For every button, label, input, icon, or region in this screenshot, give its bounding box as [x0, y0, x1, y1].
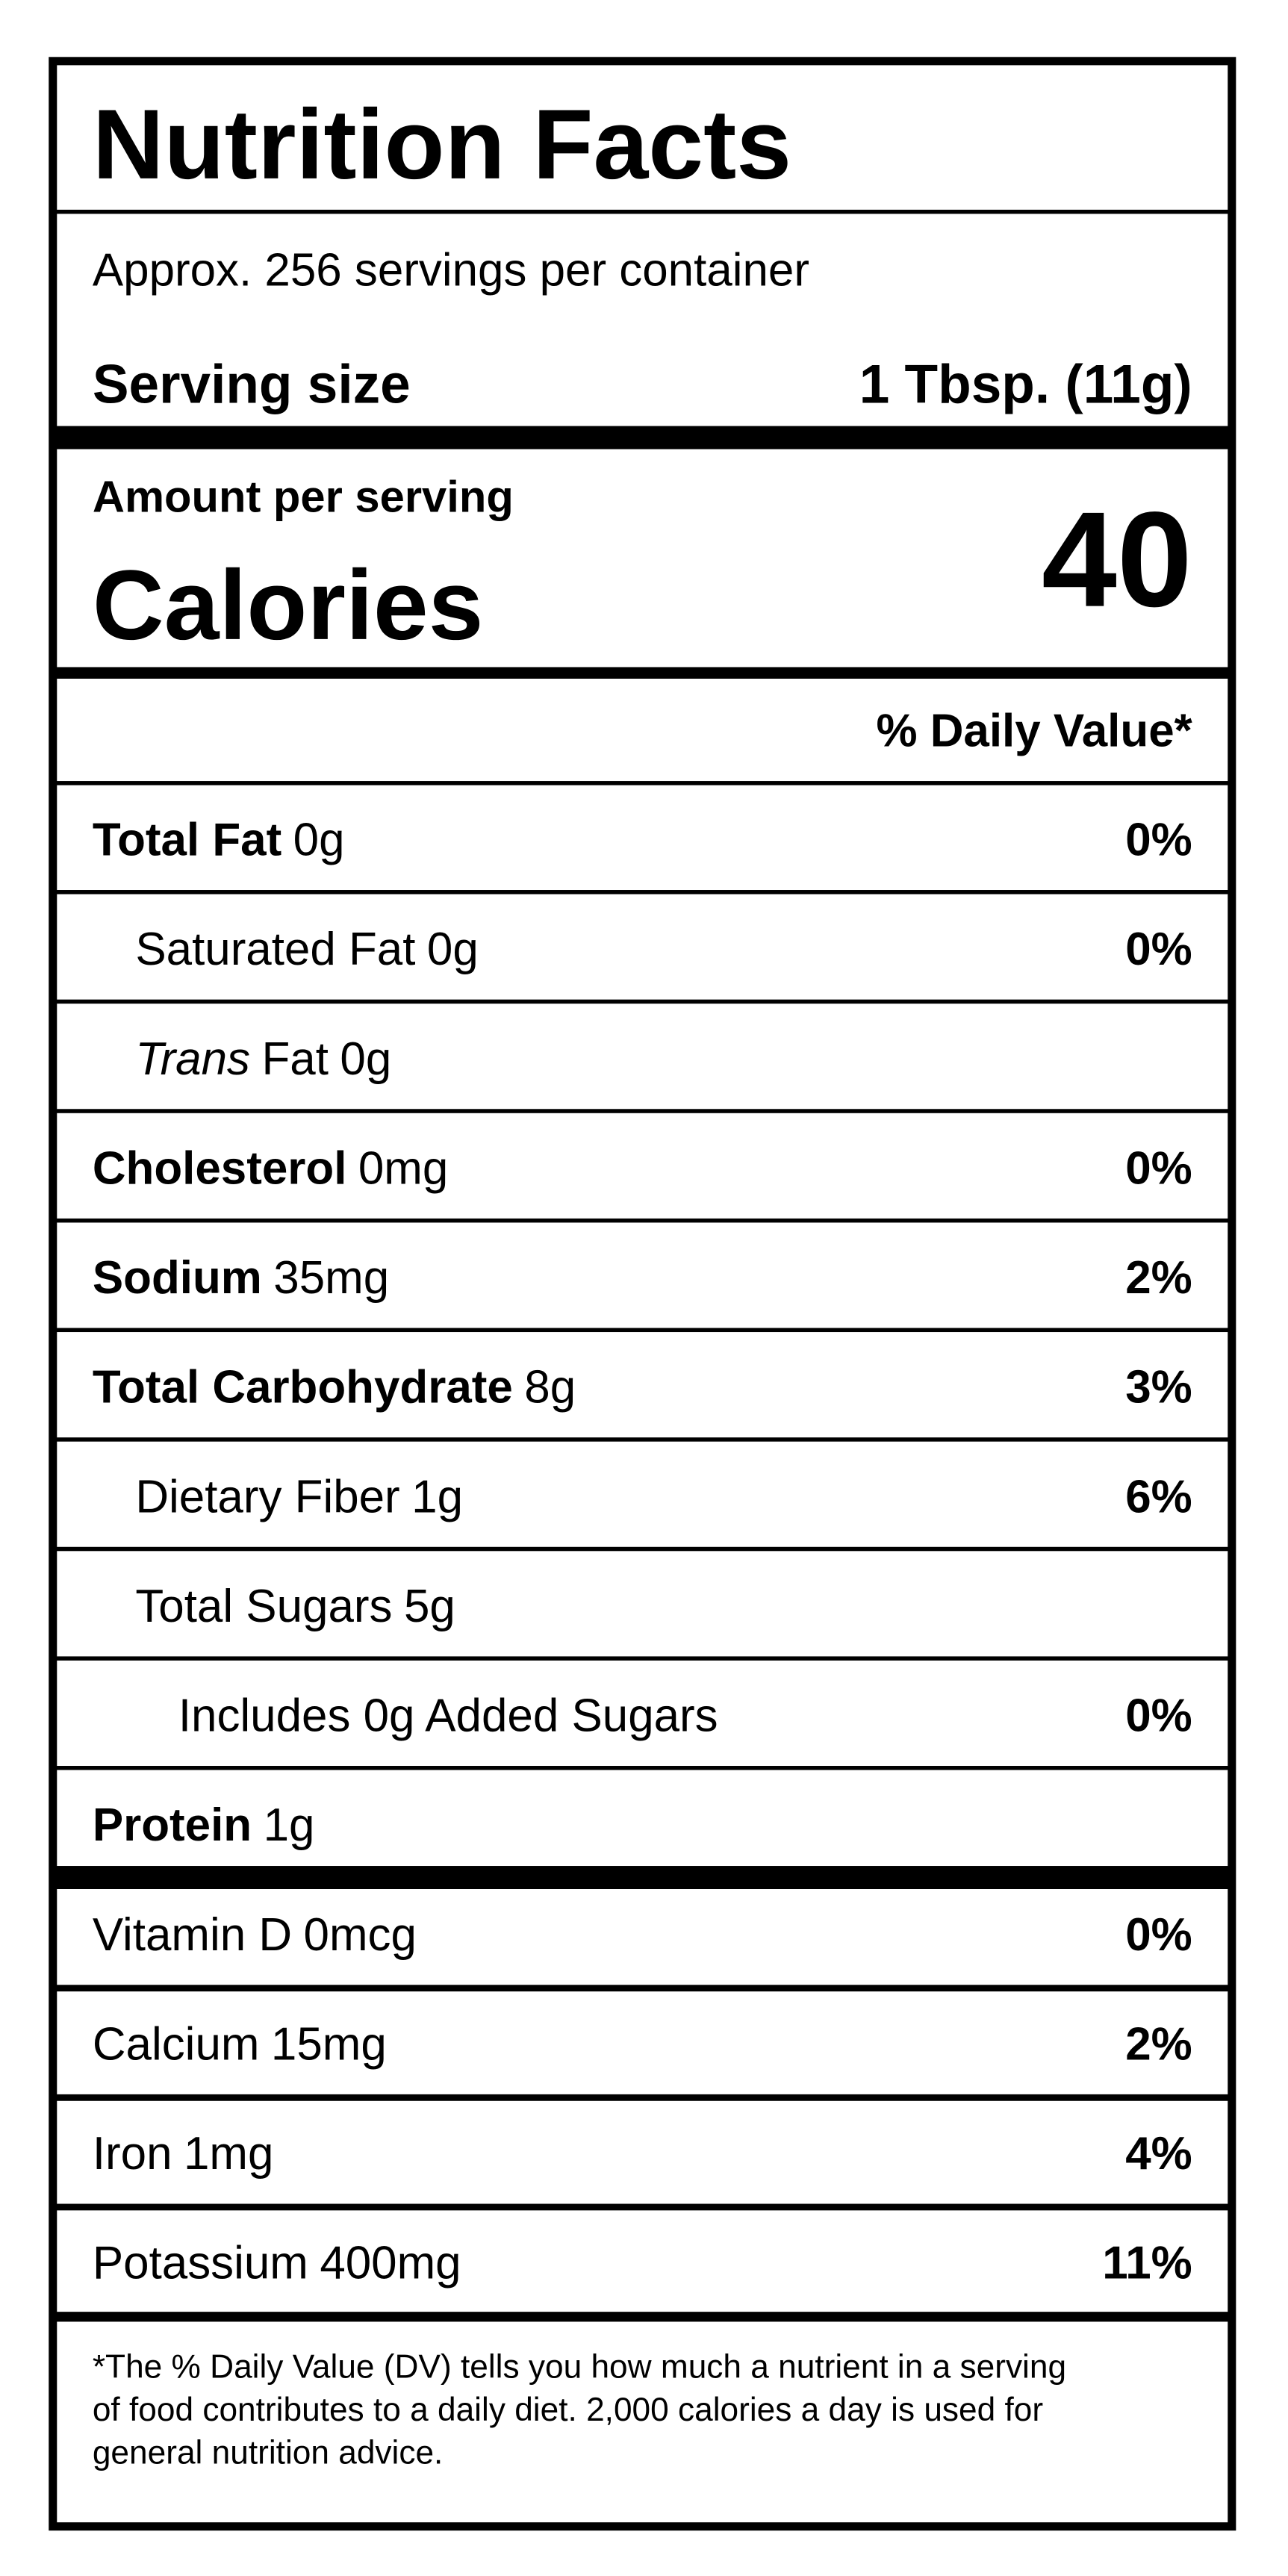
serving-size-value: 1 Tbsp. (11g)	[859, 355, 1192, 415]
vitamin-label: Vitamin D	[93, 1909, 292, 1961]
footnote-line: general nutrition advice.	[93, 2435, 444, 2471]
daily-value: 6%	[1125, 1471, 1192, 1522]
daily-value: 0%	[1125, 924, 1192, 975]
nutrient-amount: 0g	[293, 815, 345, 866]
divider	[52, 209, 1232, 214]
divider	[52, 2094, 1232, 2101]
nutrient-label: Includes 0g Added Sugars	[178, 1690, 718, 1742]
daily-value: 3%	[1125, 1362, 1192, 1413]
nutrient-label: Dietary Fiber	[135, 1471, 399, 1522]
vitamin-amount: 15mg	[271, 2018, 387, 2070]
nutrient-amount: 0g	[427, 924, 479, 975]
nutrient-name: Trans Fat 0g	[135, 1033, 391, 1085]
nutrient-name: Dietary Fiber 1g	[135, 1471, 463, 1522]
divider	[52, 1766, 1232, 1770]
nutrient-label: Cholesterol	[93, 1142, 347, 1194]
vitamin-amount: 1mg	[184, 2128, 273, 2180]
nutrient-label: Total Fat	[93, 815, 281, 866]
daily-value: 0%	[1125, 1142, 1192, 1194]
nutrient-prefix: Trans	[135, 1033, 250, 1085]
nutrient-name: Total Fat 0g	[93, 815, 345, 866]
dv-header: % Daily Value*	[876, 706, 1192, 757]
vitamin-rows: Vitamin D 0mcg 0% Calcium 15mg 2% Iron 1mg 4% Pot…	[52, 1909, 1232, 2289]
vitamin-name: Iron 1mg	[93, 2128, 274, 2180]
medium-divider	[52, 667, 1232, 679]
divider	[52, 1328, 1232, 1333]
divider	[52, 1546, 1232, 1552]
calories-label: Calories	[93, 550, 484, 661]
divider	[52, 1985, 1232, 1992]
footnote-line: of food contributes to a daily diet. 2,0…	[93, 2392, 1043, 2428]
nutrient-name: Total Carbohydrate 8g	[93, 1362, 576, 1413]
daily-value: 0%	[1125, 1909, 1192, 1961]
nutrient-name: Saturated Fat 0g	[135, 924, 478, 975]
nutrient-name: Cholesterol 0mg	[93, 1142, 448, 1194]
vitamin-name: Potassium 400mg	[93, 2238, 461, 2289]
vitamin-label: Iron	[93, 2128, 172, 2180]
nutrient-amount: 35mg	[273, 1252, 389, 1304]
nutrient-rows: Total Fat 0g 0%Saturated Fat 0g 0%Trans Fat 0g…	[52, 815, 1232, 1851]
serving-size-label: Serving size	[93, 355, 411, 415]
footnote-line: *The % Daily Value (DV) tells you how mu…	[93, 2349, 1066, 2386]
calories-value: 40	[1042, 485, 1192, 635]
divider	[52, 999, 1232, 1004]
daily-value: 2%	[1125, 2018, 1192, 2070]
daily-value: 4%	[1125, 2128, 1192, 2180]
nutrient-label: Saturated Fat	[135, 924, 415, 975]
daily-value: 11%	[1102, 2238, 1192, 2289]
nutrient-amount: 8g	[524, 1362, 576, 1413]
medium-divider	[52, 2312, 1232, 2322]
divider	[52, 2203, 1232, 2211]
nutrient-amount: 1g	[411, 1471, 463, 1522]
vitamin-amount: 0mcg	[304, 1909, 417, 1961]
nutrient-label: Total Sugars	[135, 1581, 392, 1632]
nutrient-name: Includes 0g Added Sugars	[178, 1690, 718, 1742]
nutrient-amount: 0mg	[358, 1142, 448, 1194]
divider	[52, 1437, 1232, 1442]
thick-divider	[52, 426, 1232, 449]
daily-value: 0%	[1125, 815, 1192, 866]
nutrient-label: Fat	[261, 1033, 328, 1085]
servings: Approx. 256 servings per container	[93, 245, 809, 296]
label-border	[49, 57, 1236, 2531]
daily-value: 2%	[1125, 1252, 1192, 1304]
nutrient-name: Total Sugars 5g	[135, 1581, 455, 1632]
divider	[52, 781, 1232, 785]
divider	[52, 1109, 1232, 1113]
nutrient-name: Sodium 35mg	[93, 1252, 389, 1304]
nutrient-name: Protein 1g	[93, 1799, 315, 1851]
divider	[52, 1656, 1232, 1661]
vitamin-label: Potassium	[93, 2238, 308, 2289]
daily-value: 0%	[1125, 1690, 1192, 1742]
nutrient-amount: 5g	[404, 1581, 455, 1632]
vitamin-amount: 400mg	[320, 2238, 461, 2289]
nutrient-amount: 0g	[340, 1033, 391, 1085]
amount-per-serving: Amount per serving	[93, 472, 514, 522]
nutrient-label: Total Carbohydrate	[93, 1362, 513, 1413]
vitamin-label: Calcium	[93, 2018, 260, 2070]
nutrient-amount: 1g	[264, 1799, 315, 1851]
vitamin-name: Vitamin D 0mcg	[93, 1909, 417, 1961]
divider	[52, 890, 1232, 895]
thick-divider	[52, 1866, 1232, 1889]
title: Nutrition Facts	[93, 90, 791, 200]
vitamin-name: Calcium 15mg	[93, 2018, 387, 2070]
divider	[52, 1218, 1232, 1223]
nutrient-label: Sodium	[93, 1252, 262, 1304]
nutrient-label: Protein	[93, 1799, 252, 1851]
